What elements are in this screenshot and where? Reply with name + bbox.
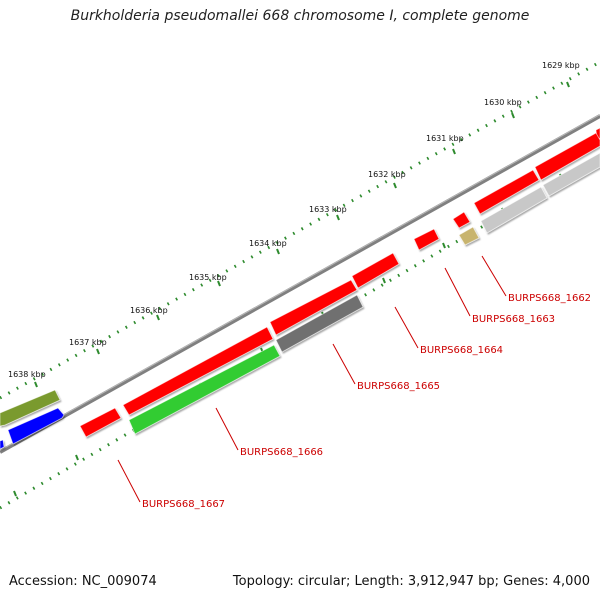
inner-green[interactable] (128, 344, 281, 435)
outer-red-4[interactable] (452, 211, 471, 229)
ruler-label: 1634 kbp (249, 239, 287, 248)
outer-red-8[interactable] (122, 326, 274, 416)
topology-text: Topology: circular; Length: 3,912,947 bp… (232, 574, 590, 589)
gene-label[interactable]: BURPS668_1665 (357, 381, 440, 392)
ruler-label: 1630 kbp (484, 98, 522, 107)
ruler-label: 1638 kbp (8, 370, 46, 379)
inner-ruler (0, 156, 600, 510)
outer-blue[interactable] (7, 407, 65, 445)
outer-olive[interactable] (0, 389, 61, 427)
ruler-label: 1635 kbp (189, 273, 227, 282)
outer-red-7[interactable] (269, 279, 358, 336)
ruler-label: 1632 kbp (368, 170, 406, 179)
outer-red-2[interactable] (534, 132, 600, 181)
tick-1630 (511, 112, 515, 119)
inner-khaki[interactable] (458, 226, 480, 246)
tick-1635 (217, 280, 221, 287)
accession-text: Accession: NC_009074 (9, 574, 157, 589)
tick-1629 (566, 81, 570, 88)
inner-lightgray-2[interactable] (480, 186, 548, 234)
gene-label[interactable]: BURPS668_1663 (472, 314, 555, 325)
tick-1631 (452, 148, 456, 155)
inner-tick-10 (13, 490, 17, 497)
ruler-label: 1637 kbp (69, 338, 107, 347)
tick-1636 (156, 314, 160, 321)
outer-red-6[interactable] (351, 252, 400, 289)
ruler-label: 1629 kbp (542, 61, 580, 70)
inner-tick-9 (75, 454, 79, 461)
leader-line-1665 (332, 343, 356, 385)
outer-red-9[interactable] (79, 407, 122, 438)
ruler-label: 1633 kbp (309, 205, 347, 214)
gene-label[interactable]: BURPS668_1662 (508, 293, 591, 304)
map-title: Burkholderia pseudomallei 668 chromosome… (70, 8, 530, 24)
ruler-label: 1636 kbp (130, 306, 168, 315)
outer-ruler (0, 60, 600, 400)
outer-blue-edge[interactable] (0, 439, 5, 450)
inner-tick-3 (442, 242, 446, 249)
inner-lightgray-1[interactable] (542, 152, 600, 197)
tick-1637 (96, 348, 100, 355)
leader-line-1666 (215, 407, 239, 451)
leader-line-1664 (394, 306, 419, 349)
inner-tick-4 (382, 277, 386, 284)
backbone (0, 114, 600, 454)
backbone-highlight (0, 114, 600, 451)
gene-label[interactable]: BURPS668_1667 (142, 499, 225, 510)
leader-line-1663 (444, 267, 471, 317)
gene-label[interactable]: BURPS668_1664 (420, 345, 503, 356)
inner-darkgray[interactable] (275, 294, 364, 353)
outer-major-ticks (34, 81, 570, 388)
tick-1638 (34, 381, 38, 388)
leader-line-1667 (117, 459, 141, 503)
tick-1632 (393, 182, 397, 189)
outer-red-3[interactable] (473, 169, 540, 215)
tick-1634 (276, 248, 280, 255)
ruler-label: 1631 kbp (426, 134, 464, 143)
gene-label[interactable]: BURPS668_1666 (240, 447, 323, 458)
outer-red-5[interactable] (413, 228, 440, 251)
tick-1633 (336, 214, 340, 221)
leader-line-1662 (481, 255, 507, 297)
